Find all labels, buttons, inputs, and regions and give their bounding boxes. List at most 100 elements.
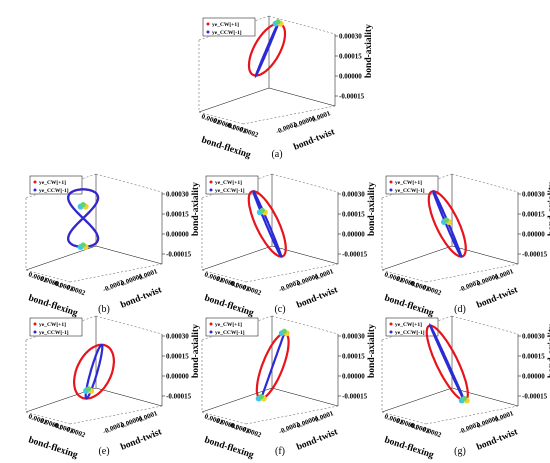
marker-ball [461, 395, 467, 402]
legend-marker [33, 180, 37, 184]
z-tick-label: 0.00000 [522, 231, 545, 239]
series-ccw-line [84, 343, 104, 400]
legend-label: ye_CW[+1] [395, 180, 422, 186]
axis-floor-right [271, 387, 339, 407]
series-ccw-line [254, 21, 280, 79]
panel-caption: (a) [271, 149, 282, 160]
series-cw-line [73, 343, 115, 400]
z-tick-label: 0.00030 [342, 191, 365, 199]
z-tick-label: 0.00015 [522, 353, 545, 361]
z-axis-title: bond-axiality [367, 182, 377, 236]
z-tick-label: 0.00030 [522, 191, 545, 199]
legend-label: ye_CCW[-1] [395, 188, 425, 194]
legend-marker [33, 330, 37, 334]
axis-floor-left [25, 245, 97, 271]
legend: ye_CW[+1] ye_CCW[-1] [29, 175, 83, 195]
z-axis-title: bond-axiality [547, 324, 550, 378]
x-axis-title: bond-flexing [27, 435, 79, 460]
marker-ball [259, 207, 265, 213]
marker-ball [443, 217, 450, 223]
axis-floor-right [95, 245, 163, 265]
legend-label: ye_CCW[-1] [39, 188, 69, 194]
x-tick-label: -0.0002 [63, 424, 86, 439]
z-axis-title: bond-axiality [191, 324, 201, 378]
y-tick-label: 0.0001 [138, 409, 159, 424]
start-marker [440, 217, 452, 225]
z-axis-title: bond-axiality [367, 324, 377, 378]
z-tick-label: -0.00015 [342, 251, 368, 259]
z-tick-label: 0.00000 [342, 373, 365, 381]
y-axis-title: bond-twist [295, 285, 340, 311]
axis-floor-right [268, 87, 336, 107]
series-ccw-line [67, 188, 100, 248]
z-tick-label: 0.00000 [339, 73, 362, 81]
z-axis-title: bond-axiality [547, 182, 550, 236]
z-tick-label: 0.00015 [166, 353, 189, 361]
legend: ye_CW[+1] ye_CCW[-1] [385, 317, 439, 337]
axis-floor-left [201, 245, 273, 271]
legend: ye_CW[+1] ye_CCW[-1] [205, 317, 259, 337]
legend-marker [206, 22, 210, 26]
legend-marker [209, 180, 213, 184]
z-tick-label: 0.00000 [522, 373, 545, 381]
legend-marker [389, 330, 393, 334]
z-tick-label: 0.00015 [339, 53, 362, 61]
legend-label: ye_CCW[-1] [395, 330, 425, 336]
marker-ball [258, 393, 264, 400]
legend-box [385, 175, 439, 195]
z-tick-label: -0.00015 [522, 393, 548, 401]
panel-caption: (g) [454, 446, 466, 457]
z-tick-label: 0.00030 [166, 333, 189, 341]
start-marker [255, 393, 267, 402]
series-ccw-line [260, 332, 286, 399]
legend-label: ye_CW[+1] [212, 22, 239, 28]
z-tick-label: 0.00015 [342, 353, 365, 361]
panel-1: 0.00030 0.00015 0.00000 -0.00015 bond-axiali… [198, 15, 374, 161]
marker-ball [80, 242, 86, 248]
z-tick-label: -0.00015 [522, 251, 548, 259]
legend-box [29, 175, 83, 195]
panel-caption: (b) [98, 304, 110, 315]
z-tick-label: -0.00015 [342, 393, 368, 401]
panel-caption: (d) [454, 304, 466, 315]
axis-floor-right [95, 387, 163, 407]
x-axis-title: bond-flexing [203, 293, 255, 318]
x-axis-title: bond-flexing [200, 135, 252, 160]
legend-label: ye_CCW[-1] [212, 30, 242, 36]
legend-marker [209, 322, 213, 326]
x-tick-label: -0.0002 [239, 282, 262, 297]
legend-label: ye_CCW[-1] [39, 330, 69, 336]
x-tick-label: -0.0002 [236, 124, 259, 139]
legend-label: ye_CW[+1] [39, 180, 66, 186]
y-axis-title: bond-twist [475, 427, 520, 453]
series-ccw-line [429, 322, 467, 402]
legend-label: ye_CW[+1] [39, 322, 66, 328]
z-tick-label: 0.00000 [166, 231, 189, 239]
y-axis-title: bond-twist [295, 427, 340, 453]
z-tick-label: 0.00030 [166, 191, 189, 199]
y-axis-title: bond-twist [119, 427, 164, 453]
grid-top-right [95, 173, 163, 193]
axis-floor-left [381, 387, 453, 413]
grid-top-right [271, 315, 339, 335]
series-cw-line [427, 190, 467, 258]
axis-floor-left [198, 87, 270, 113]
x-axis-title: bond-flexing [27, 293, 79, 318]
z-tick-label: 0.00000 [342, 231, 365, 239]
series-cw-line [247, 22, 287, 77]
legend-marker [209, 330, 213, 334]
legend-marker [389, 322, 393, 326]
legend-box [205, 175, 259, 195]
grid-top-right [451, 315, 519, 335]
legend: ye_CW[+1] ye_CCW[-1] [385, 175, 439, 195]
marker-ball [85, 386, 92, 392]
legend-marker [389, 180, 393, 184]
start-marker [458, 395, 470, 404]
legend: ye_CW[+1] ye_CCW[-1] [29, 317, 83, 337]
series-cw-line [247, 190, 287, 258]
legend-box [202, 17, 256, 37]
legend-label: ye_CW[+1] [215, 180, 242, 186]
z-tick-label: -0.00015 [166, 393, 192, 401]
panel-4: 0.00030 0.00015 0.00000 -0.00015 bond-axiali… [381, 173, 550, 319]
marker-ball [275, 19, 281, 25]
